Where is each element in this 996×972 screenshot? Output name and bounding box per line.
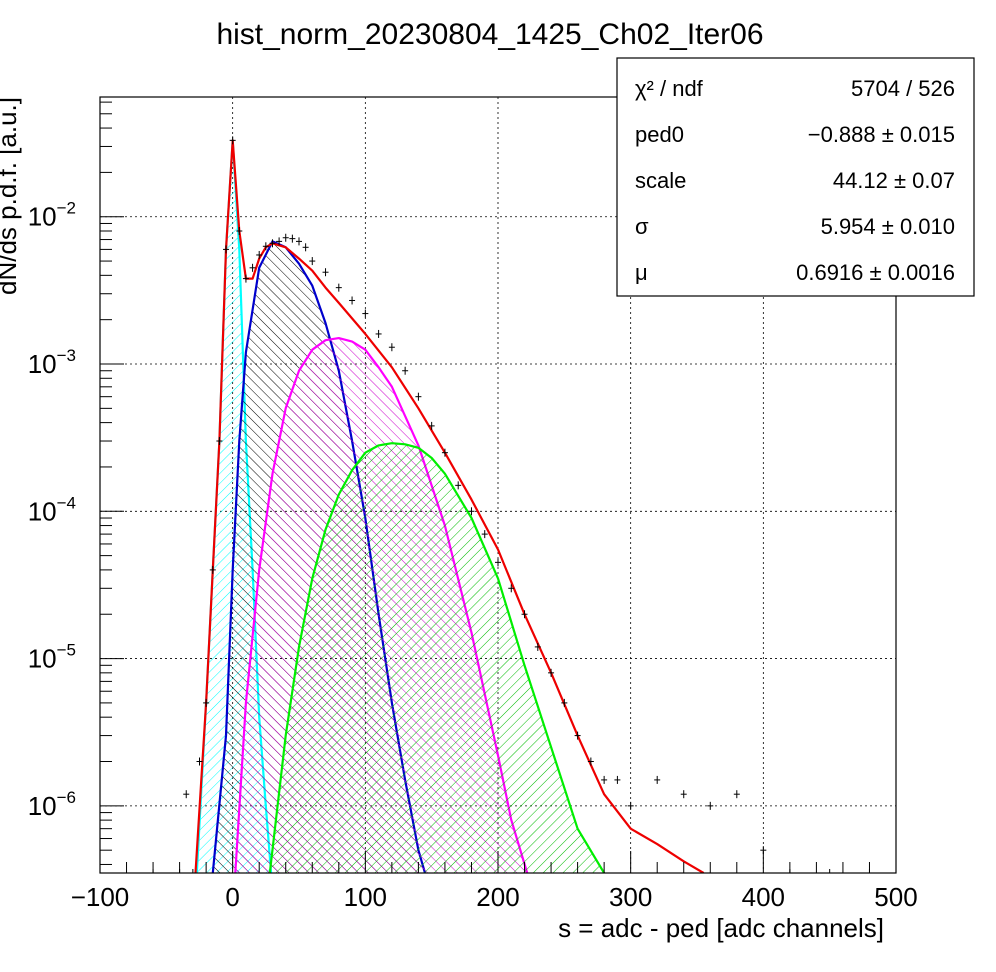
series — [150, 136, 873, 873]
stats-box-frame — [616, 57, 975, 297]
x-tick-label: 0 — [225, 882, 239, 912]
stats-label: χ² / ndf — [635, 76, 704, 101]
stats-label: μ — [635, 260, 648, 285]
y-tick-label: 10−5 — [28, 641, 76, 674]
stats-value: 5.954 ± 0.010 — [821, 214, 955, 239]
x-tick-label: 300 — [609, 882, 652, 912]
y-tick-label: 10−3 — [28, 346, 76, 379]
x-tick-label: −100 — [71, 882, 130, 912]
x-tick-label: 400 — [742, 882, 785, 912]
x-tick-label: 500 — [874, 882, 917, 912]
y-tick-label: 10−4 — [28, 493, 76, 526]
x-axis-label: s = adc - ped [adc channels] — [558, 913, 884, 943]
x-tick-label: 200 — [476, 882, 519, 912]
stats-label: scale — [635, 168, 686, 193]
series-fill — [269, 443, 605, 873]
chart-title: hist_norm_20230804_1425_Ch02_Iter06 — [216, 18, 763, 51]
series-line — [268, 442, 606, 873]
stats-value: 5704 / 526 — [851, 76, 955, 101]
stats-box: χ² / ndf 5704 / 526 ped0 −0.888 ± 0.015 scal… — [616, 57, 975, 297]
plot-area — [150, 136, 873, 873]
y-tick-label: 10−2 — [28, 199, 76, 232]
y-tick-label: 10−6 — [28, 788, 76, 821]
stats-value: −0.888 ± 0.015 — [808, 122, 955, 147]
stats-label: σ — [635, 214, 649, 239]
stats-label: ped0 — [635, 122, 684, 147]
y-axis-label: dN/ds p.d.f. [a.u.] — [0, 97, 22, 295]
series — [268, 442, 606, 873]
stats-value: 0.6916 ± 0.0016 — [796, 260, 955, 285]
stats-value: 44.12 ± 0.07 — [833, 168, 955, 193]
y-axis: 10−2 10−3 10−4 10−5 10−6 — [28, 101, 124, 865]
x-tick-label: 100 — [344, 882, 387, 912]
x-axis: −100 0 100 200 300 400 500 — [71, 851, 918, 912]
